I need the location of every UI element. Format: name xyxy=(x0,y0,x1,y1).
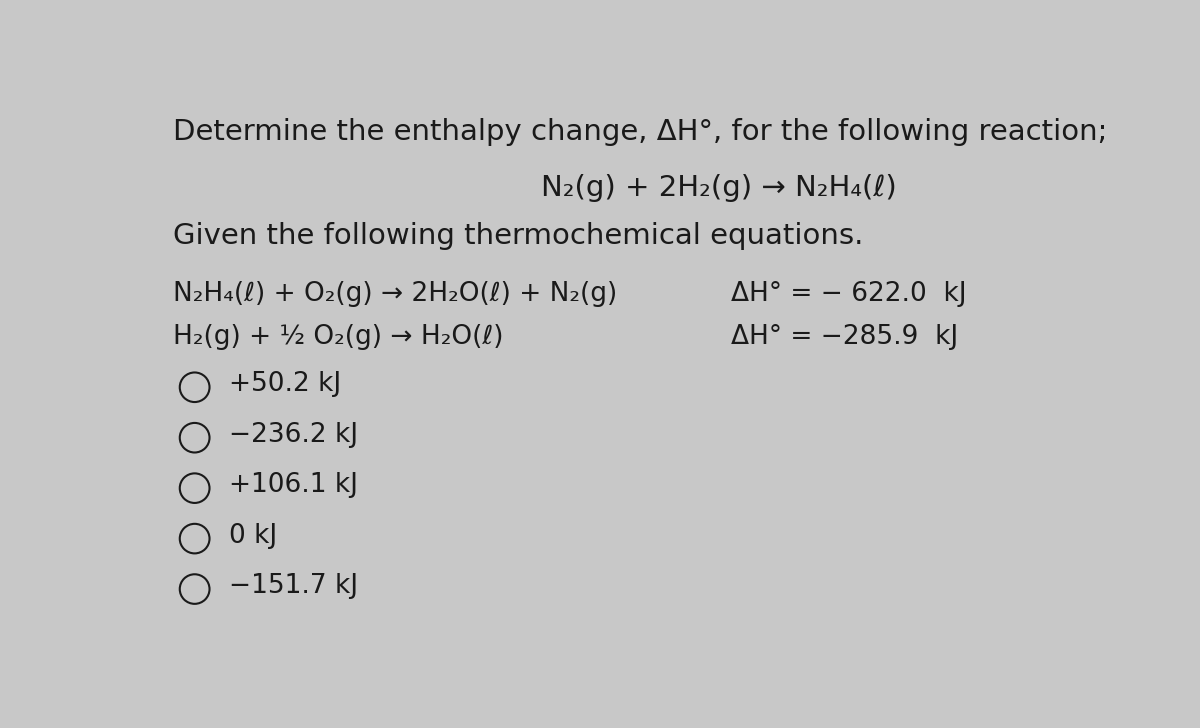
Text: 0 kJ: 0 kJ xyxy=(229,523,277,549)
Text: ΔH° = −285.9  kJ: ΔH° = −285.9 kJ xyxy=(731,324,959,350)
Text: Given the following thermochemical equations.: Given the following thermochemical equat… xyxy=(173,222,864,250)
Text: Determine the enthalpy change, ΔH°, for the following reaction;: Determine the enthalpy change, ΔH°, for … xyxy=(173,118,1108,146)
Text: N₂(g) + 2H₂(g) → N₂H₄(ℓ): N₂(g) + 2H₂(g) → N₂H₄(ℓ) xyxy=(540,174,896,202)
Text: −236.2 kJ: −236.2 kJ xyxy=(229,422,358,448)
Text: N₂H₄(ℓ) + O₂(g) → 2H₂O(ℓ) + N₂(g): N₂H₄(ℓ) + O₂(g) → 2H₂O(ℓ) + N₂(g) xyxy=(173,281,618,306)
Text: ΔH° = − 622.0  kJ: ΔH° = − 622.0 kJ xyxy=(731,281,967,306)
Text: H₂(g) + ½ O₂(g) → H₂O(ℓ): H₂(g) + ½ O₂(g) → H₂O(ℓ) xyxy=(173,324,504,350)
Text: +50.2 kJ: +50.2 kJ xyxy=(229,371,341,397)
Text: +106.1 kJ: +106.1 kJ xyxy=(229,472,358,499)
Text: −151.7 kJ: −151.7 kJ xyxy=(229,573,358,599)
